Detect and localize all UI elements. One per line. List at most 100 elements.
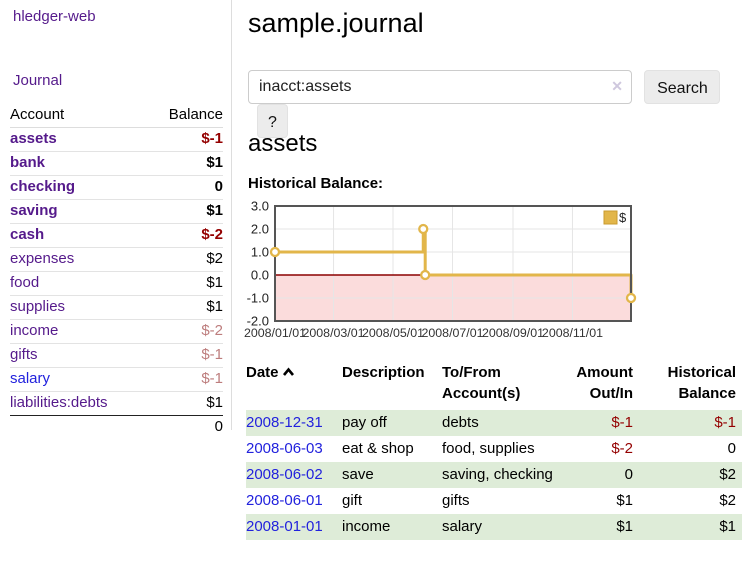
sidebar: hledger-web Journal Account Balance asse…	[10, 0, 232, 439]
account-row: expenses $2	[10, 247, 223, 272]
table-row: 2008-06-03 eat & shop food, supplies $-2 0	[246, 436, 742, 462]
transaction-amount: $1	[616, 492, 633, 509]
account-link[interactable]: food	[10, 274, 40, 291]
account-balance: $2	[146, 247, 223, 272]
account-row: checking 0	[10, 175, 223, 200]
transaction-date-link[interactable]: 2008-06-01	[246, 492, 323, 509]
account-balance: $1	[146, 271, 223, 296]
svg-text:1.0: 1.0	[251, 245, 269, 260]
account-link[interactable]: saving	[10, 202, 58, 219]
transaction-date-link[interactable]: 2008-06-03	[246, 440, 323, 457]
accounts-table: Account Balance assets $-1 bank $1 checking 0…	[10, 104, 223, 439]
svg-text:2008/11/01: 2008/11/01	[542, 326, 603, 340]
transaction-balance: $2	[719, 492, 736, 509]
account-link[interactable]: cash	[10, 226, 45, 243]
account-row: cash $-2	[10, 223, 223, 248]
account-row: liabilities:debts $1	[10, 391, 223, 416]
transaction-date-link[interactable]: 2008-12-31	[246, 414, 323, 431]
account-link[interactable]: assets	[10, 130, 57, 147]
transaction-accounts: gifts	[442, 492, 470, 509]
search-form: ✕ Search ?	[248, 70, 740, 138]
search-button[interactable]: Search	[644, 70, 721, 104]
accounts-header-balance: Balance	[146, 104, 223, 128]
svg-text:-2.0: -2.0	[247, 314, 269, 329]
transaction-balance: 0	[727, 440, 736, 457]
account-heading: assets	[248, 130, 318, 157]
register-table: Date Description To/From Account(s) Amou…	[246, 360, 742, 540]
main-content: sample.journal ✕ Search ? assets Histori…	[244, 0, 742, 582]
transaction-description: eat & shop	[342, 440, 414, 457]
transaction-accounts: food, supplies	[442, 440, 535, 457]
account-link[interactable]: bank	[10, 154, 46, 171]
svg-text:2008/07/01: 2008/07/01	[422, 326, 484, 340]
transaction-amount: $-2	[611, 440, 633, 457]
account-link[interactable]: salary	[10, 370, 51, 387]
transaction-amount: $1	[616, 518, 633, 535]
historical-balance-chart: $3.0 2.0 1.0 0.0 -1.0 -2.02008/01/012008/03/0…	[244, 199, 637, 340]
transaction-date-link[interactable]: 2008-06-02	[246, 466, 323, 483]
account-link[interactable]: income	[10, 322, 59, 339]
account-balance: $-2	[146, 319, 223, 344]
svg-text:3.0: 3.0	[251, 199, 269, 214]
account-balance: $-2	[146, 223, 223, 248]
account-balance: $1	[146, 199, 223, 224]
account-link[interactable]: checking	[10, 178, 76, 195]
account-row: saving $1	[10, 199, 223, 224]
svg-text:-1.0: -1.0	[247, 291, 269, 306]
transaction-date-link[interactable]: 2008-01-01	[246, 518, 323, 535]
account-link[interactable]: gifts	[10, 346, 38, 363]
account-balance: 0	[146, 175, 223, 200]
register-header-accounts: To/From Account(s)	[442, 364, 521, 402]
account-row: gifts $-1	[10, 343, 223, 368]
transaction-accounts: debts	[442, 414, 479, 431]
transaction-description: save	[342, 466, 374, 483]
sort-asc-icon	[282, 367, 294, 376]
account-row: assets $-1	[10, 128, 223, 152]
transaction-amount: 0	[624, 466, 633, 483]
svg-text:2008/05/01: 2008/05/01	[362, 326, 424, 340]
transaction-description: gift	[342, 492, 363, 509]
clear-search-icon[interactable]: ✕	[611, 78, 623, 94]
transaction-balance: $2	[719, 466, 736, 483]
transaction-balance: $1	[719, 518, 736, 535]
table-row: 2008-01-01 income salary $1 $1	[246, 514, 742, 540]
register-header-description: Description	[342, 364, 425, 381]
account-row: food $1	[10, 271, 223, 296]
account-balance: $-1	[201, 130, 223, 147]
chart-title: Historical Balance:	[248, 175, 384, 192]
account-link[interactable]: expenses	[10, 250, 75, 267]
svg-text:2008/09/01: 2008/09/01	[482, 326, 544, 340]
account-row: income $-2	[10, 319, 223, 344]
accounts-table-body: assets $-1 bank $1 checking 0 saving $1 cash $-2 e…	[10, 128, 223, 439]
register-table-body: 2008-12-31 pay off debts $-1 $-1 2008-06-03 ea…	[246, 410, 742, 540]
help-button[interactable]: ?	[257, 104, 288, 138]
register-header-balance: Historical Balance	[667, 364, 736, 402]
page-title: sample.journal	[248, 8, 424, 38]
table-row: 2008-06-02 save saving, checking 0 $2	[246, 462, 742, 488]
table-row: 2008-06-01 gift gifts $1 $2	[246, 488, 742, 514]
account-balance: $-1	[146, 367, 223, 392]
sidebar-item-journal[interactable]: Journal	[13, 72, 63, 89]
account-balance: $1	[146, 151, 223, 176]
transaction-description: income	[342, 518, 391, 535]
account-row: bank $1	[10, 151, 223, 176]
transaction-description: pay off	[342, 414, 387, 431]
svg-text:$: $	[619, 210, 627, 225]
account-link[interactable]: liabilities:debts	[10, 394, 108, 411]
transaction-accounts: saving, checking	[442, 466, 553, 483]
transaction-amount: $-1	[611, 414, 633, 431]
accounts-header-account: Account	[10, 104, 147, 128]
search-input[interactable]	[248, 70, 632, 104]
svg-text:2008/03/01: 2008/03/01	[303, 326, 365, 340]
account-balance: $1	[146, 391, 223, 416]
svg-text:0.0: 0.0	[251, 268, 269, 283]
register-header-date[interactable]: Date	[246, 360, 342, 410]
register-header-amount: Amount Out/In	[576, 364, 633, 402]
accounts-total-row: 0	[10, 415, 223, 439]
account-link[interactable]: supplies	[10, 298, 66, 315]
transaction-accounts: salary	[442, 518, 483, 535]
account-row: salary $-1	[10, 367, 223, 392]
app-brand-link[interactable]: hledger-web	[13, 8, 96, 25]
svg-text:2008/01/01: 2008/01/01	[244, 326, 306, 340]
svg-text:2.0: 2.0	[251, 222, 269, 237]
